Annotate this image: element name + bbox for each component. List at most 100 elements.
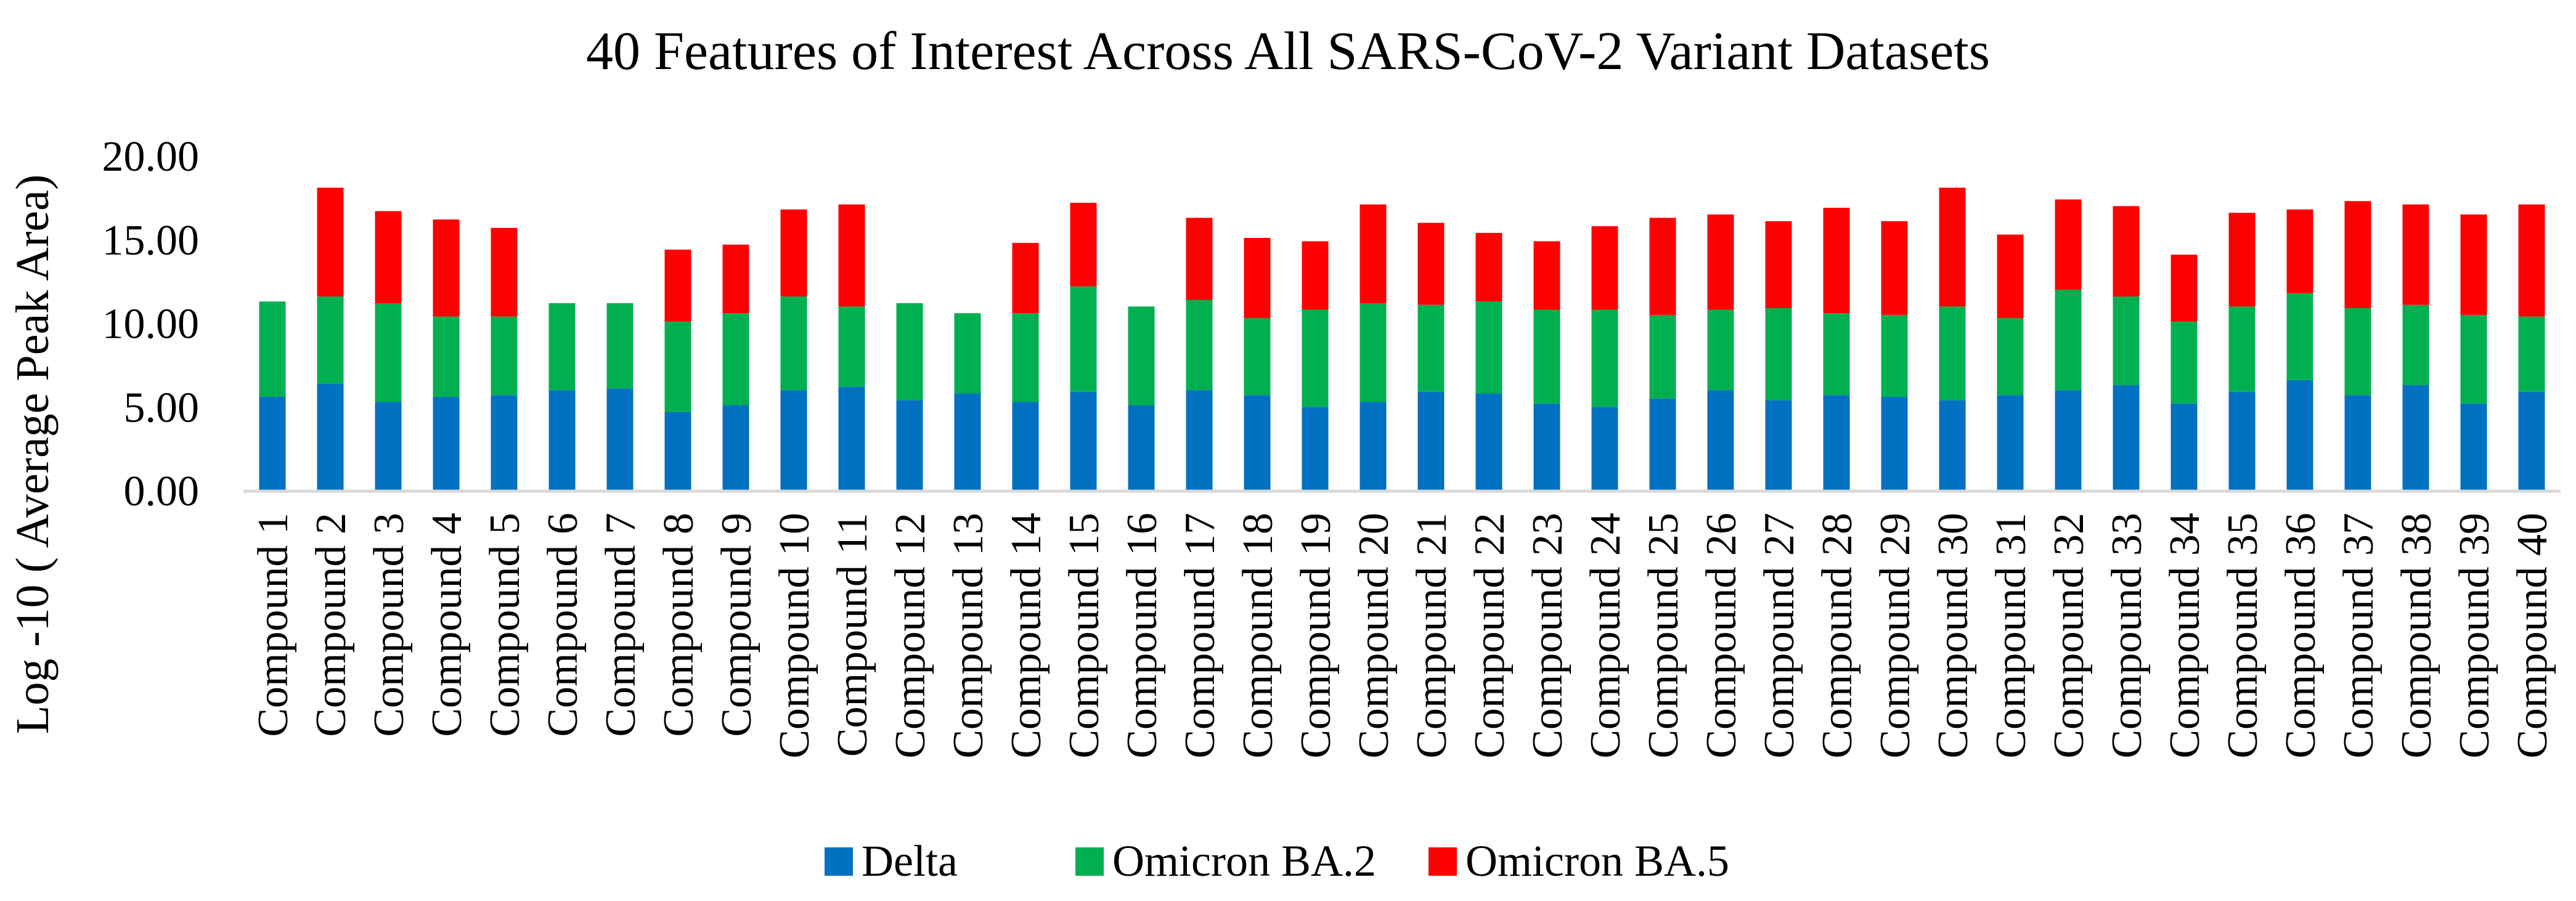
bar-omicron-ba-5-31 [1997, 234, 2024, 319]
bar-omicron-ba-2-10 [780, 296, 807, 391]
bar-omicron-ba-5-21 [1417, 222, 1445, 305]
bar-delta-24 [1591, 407, 1618, 491]
bar-omicron-ba-5-32 [2055, 199, 2082, 290]
bar-delta-14 [1012, 402, 1039, 491]
legend-label: Omicron BA.2 [1112, 836, 1376, 886]
bar-omicron-ba-5-30 [1939, 187, 1966, 307]
x-tick-label: Compound 15 [1061, 513, 1108, 759]
bar-delta-22 [1475, 393, 1502, 491]
x-tick-label: Compound 11 [829, 513, 876, 757]
x-tick-label: Compound 37 [2335, 513, 2382, 759]
bar-delta-5 [491, 395, 518, 491]
bar-omicron-ba-5-8 [664, 250, 691, 322]
bar-delta-31 [1997, 395, 2024, 491]
bar-delta-26 [1707, 390, 1734, 491]
bar-omicron-ba-2-12 [896, 303, 923, 401]
bar-omicron-ba-5-4 [433, 219, 460, 317]
x-tick-label: Compound 26 [1698, 513, 1745, 759]
bar-delta-30 [1939, 400, 1966, 491]
bar-delta-12 [896, 400, 923, 491]
x-tick-label: Compound 29 [1872, 513, 1919, 759]
bar-omicron-ba-2-32 [2055, 290, 2082, 391]
bar-omicron-ba-2-30 [1939, 306, 1966, 401]
bar-delta-1 [259, 396, 286, 491]
bar-omicron-ba-2-20 [1359, 303, 1387, 402]
y-tick-label: 20.00 [102, 133, 200, 181]
legend-swatch-omicron-ba-2 [1075, 847, 1104, 876]
bar-delta-38 [2402, 385, 2429, 491]
x-tick-label: Compound 34 [2161, 513, 2209, 759]
bar-omicron-ba-2-34 [2170, 321, 2198, 404]
bar-delta-13 [954, 393, 981, 491]
bar-omicron-ba-5-38 [2402, 204, 2429, 305]
bar-omicron-ba-5-17 [1186, 218, 1213, 300]
legend-swatch-omicron-ba-5 [1429, 847, 1457, 876]
bar-delta-11 [838, 386, 865, 491]
bar-omicron-ba-2-38 [2402, 304, 2429, 385]
bar-omicron-ba-2-6 [548, 303, 576, 391]
x-tick-label: Compound 14 [1003, 513, 1050, 759]
x-tick-label: Compound 4 [423, 513, 471, 737]
x-tick-label: Compound 40 [2509, 513, 2556, 759]
bar-omicron-ba-5-18 [1244, 238, 1271, 319]
x-tick-label: Compound 39 [2451, 513, 2498, 759]
bar-delta-37 [2344, 395, 2371, 491]
bar-delta-2 [317, 383, 344, 491]
bar-omicron-ba-2-31 [1997, 318, 2024, 396]
y-axis-ticks: 0.00 5.00 10.00 15.00 20.00 [102, 133, 200, 515]
bar-omicron-ba-5-2 [317, 187, 344, 297]
bar-delta-9 [722, 405, 749, 491]
bar-omicron-ba-2-3 [375, 303, 402, 402]
legend-label: Omicron BA.5 [1465, 836, 1729, 886]
bar-delta-16 [1128, 405, 1155, 491]
bar-delta-19 [1302, 407, 1329, 491]
bar-delta-6 [548, 390, 576, 491]
x-tick-label: Compound 28 [1814, 513, 1861, 759]
y-axis-label: Log -10 ( Average Peak Area) [7, 174, 59, 734]
bar-omicron-ba-2-37 [2344, 308, 2371, 396]
bar-omicron-ba-5-33 [2113, 206, 2140, 297]
bar-delta-36 [2286, 380, 2313, 491]
bar-omicron-ba-5-19 [1302, 241, 1329, 310]
bar-omicron-ba-2-21 [1417, 304, 1445, 392]
bar-omicron-ba-2-26 [1707, 309, 1734, 391]
y-tick-label: 15.00 [102, 217, 200, 264]
bar-delta-10 [780, 390, 807, 491]
x-tick-label: Compound 17 [1176, 513, 1224, 759]
bar-omicron-ba-5-24 [1591, 226, 1618, 310]
bar-omicron-ba-2-23 [1533, 309, 1560, 404]
bar-omicron-ba-2-33 [2113, 296, 2140, 385]
bar-delta-35 [2228, 391, 2256, 491]
bar-omicron-ba-2-16 [1128, 306, 1155, 406]
bar-delta-15 [1070, 391, 1097, 491]
x-tick-label: Compound 27 [1756, 513, 1803, 759]
bar-delta-32 [2055, 390, 2082, 491]
bar-omicron-ba-2-11 [838, 306, 865, 387]
bar-omicron-ba-5-40 [2518, 204, 2545, 317]
bar-delta-4 [433, 396, 460, 491]
bar-omicron-ba-2-14 [1012, 313, 1039, 402]
bar-omicron-ba-2-24 [1591, 309, 1618, 407]
bar-delta-27 [1765, 400, 1792, 491]
bar-delta-34 [2170, 403, 2198, 491]
bar-omicron-ba-5-11 [838, 204, 865, 307]
bar-omicron-ba-5-9 [722, 244, 749, 314]
bar-omicron-ba-2-5 [491, 316, 518, 396]
x-tick-label: Compound 1 [250, 513, 297, 737]
x-tick-label: Compound 21 [1408, 513, 1456, 759]
bar-omicron-ba-2-15 [1070, 286, 1097, 392]
bar-omicron-ba-2-17 [1186, 300, 1213, 391]
bar-omicron-ba-5-36 [2286, 209, 2313, 293]
bar-delta-23 [1533, 403, 1560, 491]
bar-omicron-ba-5-25 [1649, 218, 1676, 315]
x-tick-label: Compound 31 [1987, 513, 2035, 759]
x-tick-label: Compound 33 [2103, 513, 2151, 759]
x-tick-label: Compound 24 [1582, 513, 1629, 759]
bar-omicron-ba-5-28 [1823, 208, 1850, 314]
x-tick-label: Compound 32 [2045, 513, 2093, 759]
bar-omicron-ba-2-13 [954, 313, 981, 394]
bar-omicron-ba-5-34 [2170, 255, 2198, 322]
y-tick-label: 5.00 [124, 384, 200, 431]
x-tick-label: Compound 7 [597, 513, 645, 737]
